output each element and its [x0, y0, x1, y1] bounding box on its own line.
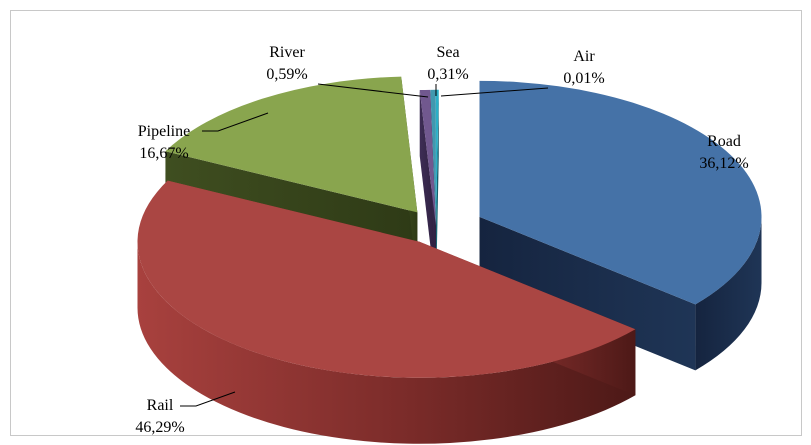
slice-top-sea: [430, 89, 436, 226]
label-rail-name: Rail: [147, 397, 174, 414]
label-river-value: 0,59%: [266, 66, 307, 83]
label-air-value: 0,01%: [563, 70, 604, 87]
slice-river: [419, 89, 436, 292]
slice-face-end-road: [479, 216, 696, 371]
slice-top-river: [419, 89, 436, 226]
slice-top-pipeline: [165, 76, 418, 213]
leader-lines: [180, 83, 549, 407]
slice-road: [479, 80, 762, 371]
slice-air: [435, 89, 439, 292]
slice-top-road: [479, 80, 762, 305]
slice-top-air: [435, 89, 439, 226]
label-pipeline-name: Pipeline: [138, 123, 190, 140]
label-pipeline-value: 16,67%: [139, 145, 188, 162]
label-sea-name: Sea: [436, 44, 459, 61]
label-river-name: River: [269, 44, 305, 61]
label-rail-value: 46,29%: [135, 419, 184, 436]
leader-line-pipeline: [202, 112, 269, 132]
slice-rail: [137, 180, 636, 444]
label-road-value: 36,12%: [699, 155, 748, 172]
slice-top-rail: [137, 180, 636, 378]
label-air-name: Air: [573, 48, 595, 65]
slice-side-road: [695, 216, 762, 371]
slice-side-rail: [137, 241, 636, 444]
leader-line-river: [317, 83, 429, 98]
pie-slices: [137, 76, 762, 444]
label-sea-value: 0,31%: [427, 66, 468, 83]
leader-line-rail: [180, 391, 236, 407]
slice-face-start-river: [419, 90, 436, 292]
slice-face-end-air: [436, 89, 439, 292]
label-road-name: Road: [707, 133, 741, 150]
leader-line-air: [440, 87, 549, 97]
